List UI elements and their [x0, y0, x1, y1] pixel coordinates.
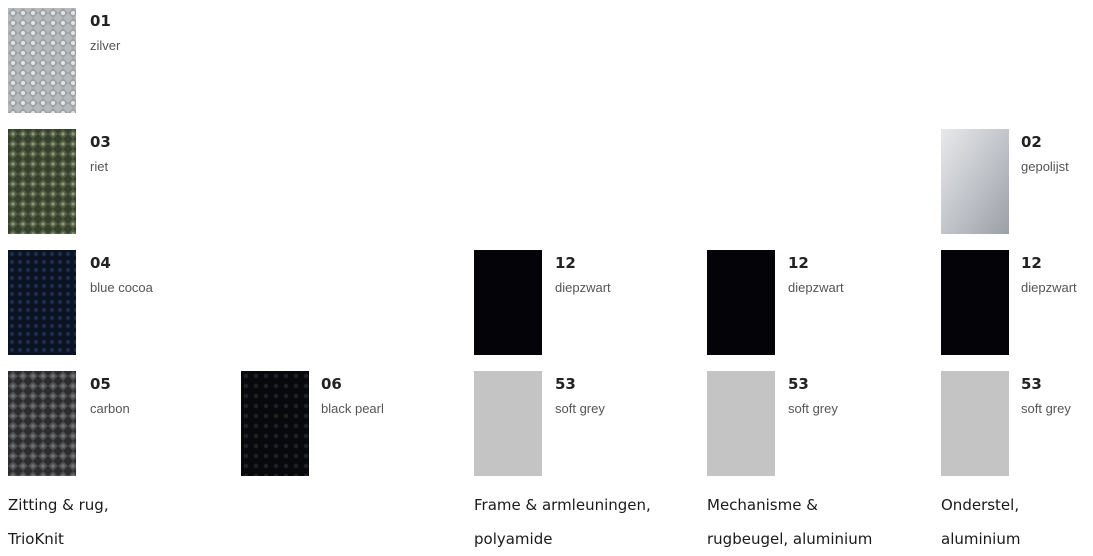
caption-line: aluminium — [941, 530, 1021, 548]
swatch-gepolijst — [941, 129, 1009, 234]
caption-line: polyamide — [474, 530, 553, 548]
swatch-soft-grey — [941, 371, 1009, 476]
swatch-name: blue cocoa — [90, 280, 153, 295]
swatch-code: 06 — [321, 375, 342, 393]
swatch-name: soft grey — [555, 401, 605, 416]
swatch-diepzwart — [707, 250, 775, 355]
swatch-riet — [8, 129, 76, 234]
swatch-code: 04 — [90, 254, 111, 272]
swatch-name: black pearl — [321, 401, 384, 416]
swatch-name: riet — [90, 159, 109, 174]
swatch-code: 53 — [1021, 375, 1042, 393]
swatch-zilver — [8, 8, 76, 113]
caption-line: Zitting & rug, — [8, 496, 109, 514]
swatch-name: diepzwart — [788, 280, 844, 295]
caption-line: Onderstel, — [941, 496, 1020, 514]
swatch-name: carbon — [90, 401, 130, 416]
swatch-carbon — [8, 371, 76, 476]
swatch-blue-cocoa — [8, 250, 76, 355]
swatch-name: gepolijst — [1021, 159, 1069, 174]
swatch-code: 05 — [90, 375, 111, 393]
swatch-code: 12 — [1021, 254, 1042, 272]
section-caption-seat: Zitting & rug, TrioKnit — [8, 488, 109, 556]
caption-line: TrioKnit — [8, 530, 64, 548]
swatch-code: 53 — [555, 375, 576, 393]
swatch-soft-grey — [474, 371, 542, 476]
section-caption-mechanism: Mechanisme & rugbeugel, aluminium — [707, 488, 872, 556]
swatch-diepzwart — [474, 250, 542, 355]
swatch-code: 53 — [788, 375, 809, 393]
section-caption-frame: Frame & armleuningen, polyamide — [474, 488, 651, 556]
section-caption-base: Onderstel, aluminium — [941, 488, 1020, 556]
caption-line: Mechanisme & — [707, 496, 818, 514]
caption-line: Frame & armleuningen, — [474, 496, 651, 514]
swatch-code: 01 — [90, 12, 111, 30]
swatch-code: 03 — [90, 133, 111, 151]
swatch-name: diepzwart — [555, 280, 611, 295]
swatch-code: 12 — [555, 254, 576, 272]
swatch-name: soft grey — [788, 401, 838, 416]
swatch-soft-grey — [707, 371, 775, 476]
swatch-code: 12 — [788, 254, 809, 272]
swatch-name: zilver — [90, 38, 121, 53]
swatch-diepzwart — [941, 250, 1009, 355]
swatch-name: diepzwart — [1021, 280, 1077, 295]
swatch-black-pearl — [241, 371, 309, 476]
swatch-code: 02 — [1021, 133, 1042, 151]
swatch-name: soft grey — [1021, 401, 1071, 416]
caption-line: rugbeugel, aluminium — [707, 530, 873, 548]
